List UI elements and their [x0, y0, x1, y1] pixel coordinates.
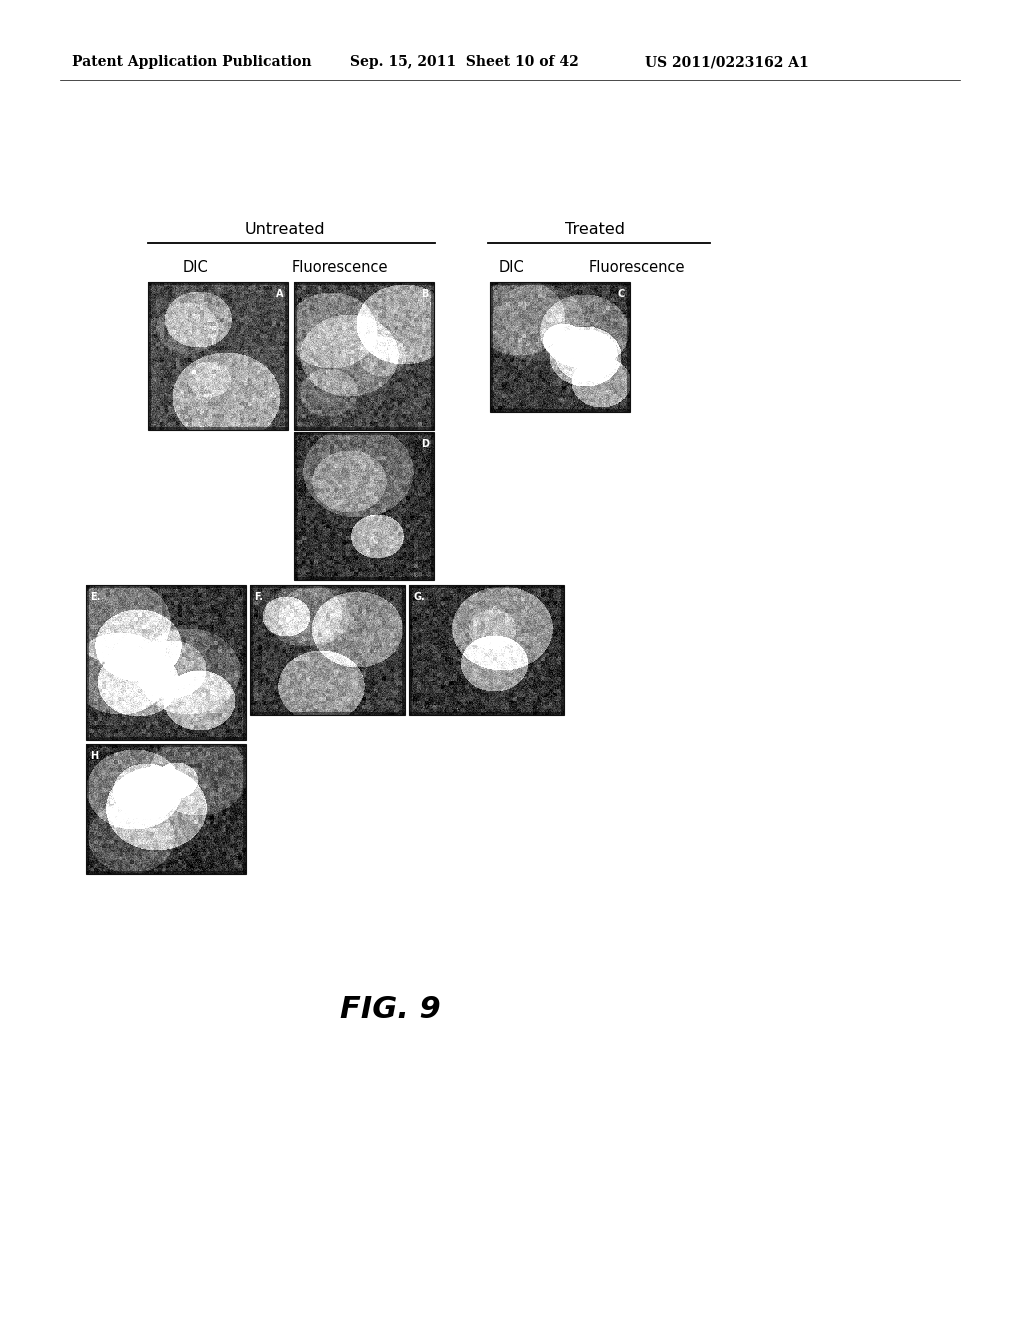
Bar	[86, 585, 246, 741]
Text: Fluorescence: Fluorescence	[589, 260, 685, 276]
Text: DIC: DIC	[183, 260, 209, 276]
Bar	[409, 585, 564, 715]
Text: A: A	[275, 289, 283, 300]
Text: C: C	[617, 289, 625, 300]
Bar	[86, 744, 246, 874]
Text: F.: F.	[254, 591, 263, 602]
Text: US 2011/0223162 A1: US 2011/0223162 A1	[645, 55, 809, 69]
Bar	[250, 585, 406, 715]
Bar	[294, 432, 434, 579]
Text: Fluorescence: Fluorescence	[292, 260, 388, 276]
Bar	[490, 282, 630, 412]
Text: E.: E.	[90, 591, 100, 602]
Text: DIC: DIC	[499, 260, 525, 276]
Text: D: D	[421, 440, 429, 449]
Text: Sep. 15, 2011  Sheet 10 of 42: Sep. 15, 2011 Sheet 10 of 42	[350, 55, 579, 69]
Bar	[294, 282, 434, 430]
Text: B: B	[422, 289, 429, 300]
Text: Patent Application Publication: Patent Application Publication	[72, 55, 311, 69]
Text: H: H	[90, 751, 98, 762]
Bar	[148, 282, 288, 430]
Text: Untreated: Untreated	[245, 223, 326, 238]
Text: Treated: Treated	[565, 223, 625, 238]
Text: G.: G.	[413, 591, 425, 602]
Text: FIG. 9: FIG. 9	[340, 995, 440, 1024]
